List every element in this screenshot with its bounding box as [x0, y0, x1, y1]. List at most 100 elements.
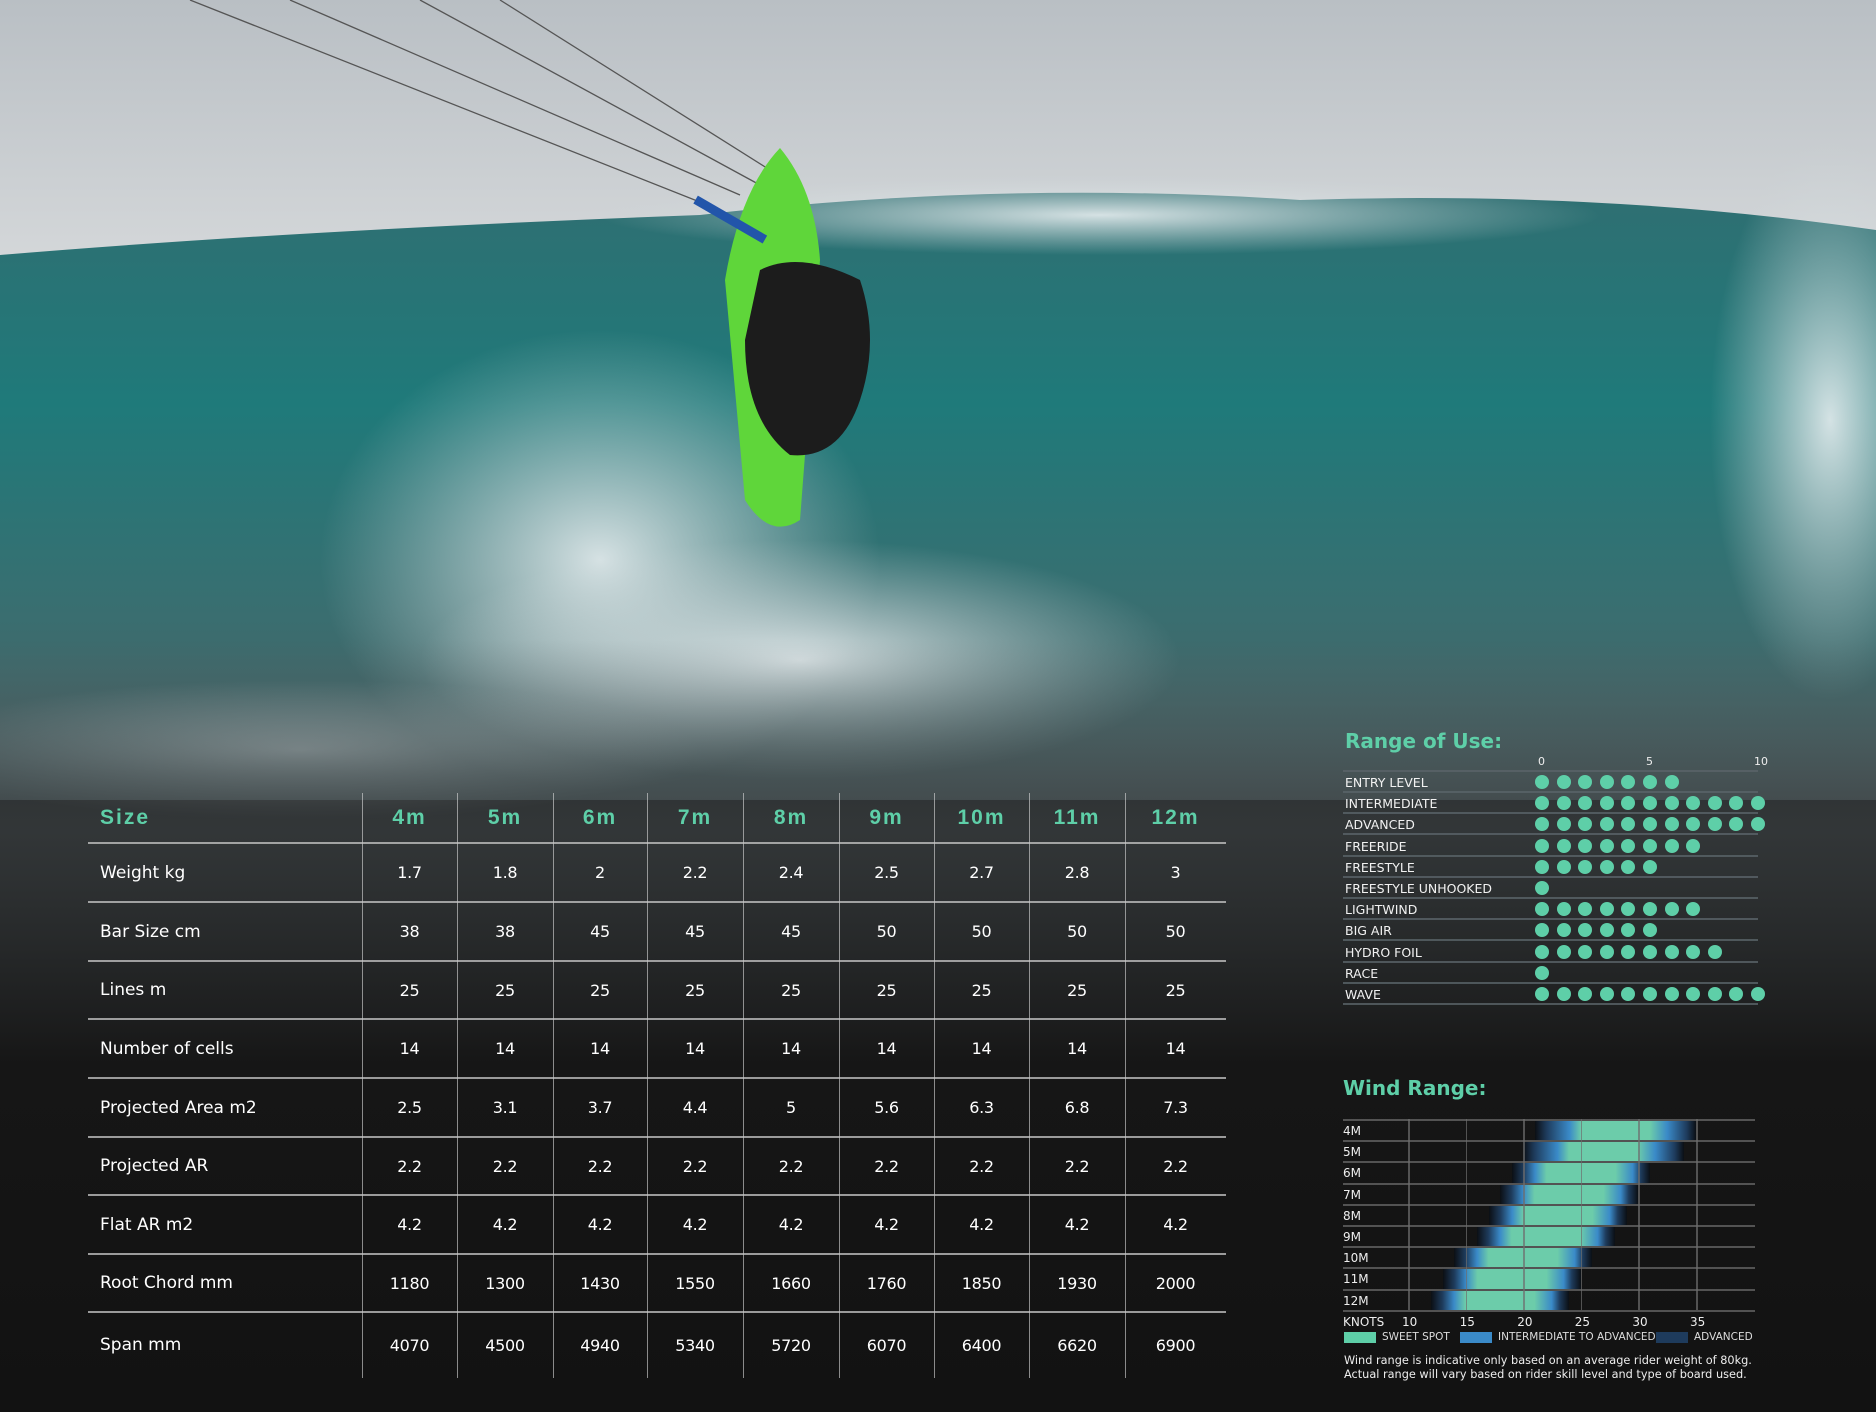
rating-dot [1578, 902, 1593, 917]
wind-bar-8m [1488, 1205, 1627, 1225]
rating-dot [1578, 838, 1593, 853]
size-header-12m: 12m [1151, 806, 1200, 829]
size-header-label: Size [100, 806, 151, 829]
spec-cell: 2.2 [492, 1156, 518, 1176]
spec-cell: 25 [590, 980, 610, 1000]
table-column-divider [647, 793, 648, 1378]
range-label: WAVE [1345, 987, 1381, 1002]
rating-dot [1751, 817, 1765, 832]
rating-dot [1664, 944, 1679, 959]
rating-dot [1599, 944, 1614, 959]
range-row-wave: WAVE [1343, 984, 1765, 1005]
range-row-freeride: FREERIDE [1343, 836, 1758, 857]
rating-dot [1729, 817, 1744, 832]
spec-cell: 1300 [485, 1273, 525, 1293]
knots-tick: 15 [1459, 1314, 1475, 1329]
spec-cell: 4940 [580, 1335, 620, 1355]
spec-cell: 4070 [389, 1335, 430, 1355]
spec-cell: 2.7 [969, 863, 994, 882]
spec-cell: 5.6 [874, 1098, 899, 1117]
spec-cell: 25 [1067, 980, 1087, 1000]
spec-cell: 1.8 [492, 863, 518, 882]
wind-grid-row-line [1343, 1225, 1755, 1227]
rating-dot [1686, 944, 1701, 959]
rating-dot [1599, 817, 1614, 832]
knots-axis-label: KNOTS [1343, 1314, 1385, 1329]
rating-dot [1556, 817, 1571, 832]
spec-cell: 25 [399, 980, 420, 1000]
table-column-divider [839, 793, 840, 1378]
rating-dot [1729, 796, 1744, 811]
spec-row-label: Root Chord mm [100, 1273, 233, 1293]
rating-dot [1599, 987, 1614, 1001]
range-label: FREESTYLE [1345, 859, 1415, 875]
rating-dot [1729, 987, 1744, 1001]
rating-dot [1621, 944, 1636, 959]
spec-cell: 4.2 [492, 1215, 518, 1234]
rating-dot [1621, 859, 1636, 874]
spec-cell: 50 [971, 922, 992, 941]
spec-cell: 14 [495, 1039, 515, 1058]
rating-dot [1643, 859, 1657, 874]
spec-cell: 14 [971, 1039, 992, 1058]
rating-dot [1556, 902, 1571, 917]
wind-grid-row-line [1343, 1119, 1755, 1121]
wind-grid-row-line [1343, 1182, 1755, 1185]
rating-dot [1643, 987, 1657, 1001]
wind-grid-col-line [1580, 1119, 1583, 1310]
spec-cell: 4.2 [1064, 1215, 1090, 1234]
spec-cell: 14 [1067, 1039, 1087, 1058]
rating-dot [1664, 902, 1679, 917]
rating-dot [1578, 796, 1593, 811]
rating-dot [1686, 987, 1701, 1001]
rating-dot [1556, 838, 1571, 853]
range-label: FREESTYLE UNHOOKED [1345, 881, 1493, 896]
table-column-divider [362, 793, 363, 1378]
wind-range-title: Wind Range: [1343, 1076, 1487, 1100]
wind-bar-9m [1477, 1227, 1616, 1247]
rating-dot [1599, 923, 1614, 938]
wind-grid-row-line [1343, 1161, 1755, 1164]
advanced-swatch [1656, 1331, 1688, 1343]
wind-grid-col-line [1523, 1119, 1525, 1310]
sweet-spot-swatch [1344, 1331, 1376, 1343]
range-label: ENTRY LEVEL [1345, 775, 1428, 790]
spec-cell: 50 [876, 922, 897, 941]
wind-bar-4m [1534, 1121, 1696, 1141]
range-row-lightwind: LIGHTWIND [1343, 899, 1758, 921]
rating-dot [1707, 817, 1722, 832]
rating-dot [1664, 796, 1679, 811]
spec-cell: 5 [786, 1098, 796, 1117]
spec-cell: 45 [685, 922, 705, 941]
legend-intermediate: INTERMEDIATE TO ADVANCED [1460, 1331, 1656, 1343]
spec-row-label: Flat AR m2 [100, 1214, 194, 1235]
rating-dot [1535, 902, 1549, 917]
wind-size-label: 5M [1343, 1145, 1361, 1160]
rider [745, 262, 870, 456]
spec-cell: 6400 [961, 1335, 1002, 1355]
wind-bar-11m [1442, 1269, 1581, 1289]
knots-tick: 30 [1632, 1314, 1648, 1329]
wind-grid-col-line [1696, 1119, 1698, 1310]
table-column-divider [1029, 793, 1030, 1378]
spec-cell: 14 [1165, 1039, 1186, 1058]
wind-bar-6m [1511, 1163, 1650, 1183]
wind-grid-col-line [1465, 1119, 1468, 1310]
size-header-7m: 7m [677, 806, 713, 829]
scale-baseline [1343, 770, 1758, 772]
rating-dot [1535, 817, 1549, 832]
spec-cell: 4.2 [682, 1215, 708, 1234]
size-header-8m: 8m [773, 806, 809, 829]
rating-dot [1707, 944, 1722, 959]
spec-cell: 3.1 [492, 1098, 518, 1117]
rating-dot [1686, 838, 1701, 853]
spec-cell: 1760 [866, 1273, 907, 1293]
rating-dot [1599, 902, 1614, 917]
note-line: Wind range is indicative only based on a… [1344, 1354, 1752, 1367]
knots-tick: 10 [1402, 1314, 1418, 1329]
table-column-divider [1125, 793, 1126, 1378]
rating-dot [1535, 859, 1549, 874]
rating-dot [1621, 838, 1636, 853]
table-column-divider [457, 793, 458, 1378]
wind-grid-row-line [1343, 1203, 1755, 1206]
